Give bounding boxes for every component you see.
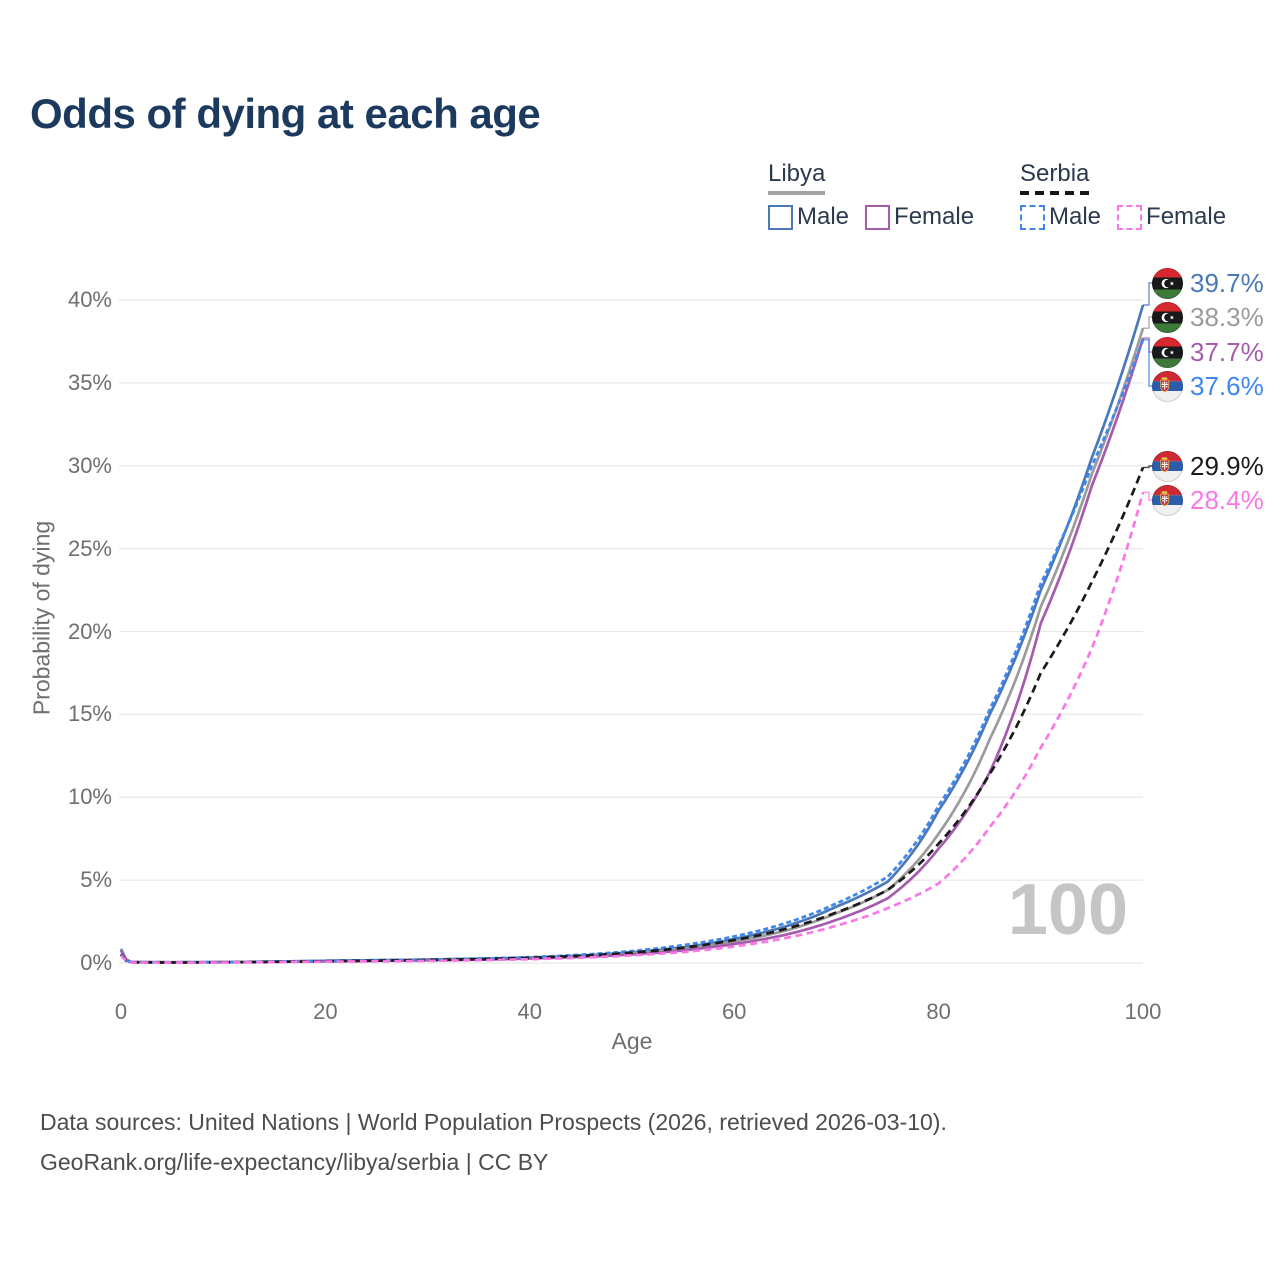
end-label-libya-female: 37.7% (1152, 336, 1264, 368)
footer: Data sources: United Nations | World Pop… (40, 1102, 947, 1182)
legend-country-label: Serbia (1020, 160, 1090, 195)
legend-swatch-serbia-male (1020, 204, 1045, 230)
end-label-serbia-male: 37.6% (1152, 370, 1264, 402)
end-label-value: 37.7% (1190, 336, 1264, 367)
series-line-libya-female[interactable] (119, 337, 1145, 964)
end-label-connector (1143, 491, 1153, 501)
x-axis-title: Age (611, 1028, 653, 1054)
y-tick-label: 10% (67, 784, 112, 810)
x-tick-label: 100 (1124, 999, 1162, 1024)
y-tick-label: 5% (80, 867, 112, 893)
end-label-libya-both: 38.3% (1152, 301, 1264, 333)
end-label-connector (1143, 339, 1153, 387)
footer-attribution: GeoRank.org/life-expectancy/libya/serbia… (40, 1149, 549, 1175)
legend-swatch-libya-female (865, 204, 891, 230)
serbia-flag-icon (1152, 370, 1183, 402)
end-label-libya-male: 39.7% (1152, 267, 1264, 299)
serbia-flag-icon (1152, 484, 1183, 516)
series-line-serbia-female[interactable] (120, 491, 1145, 964)
x-tick-label: 80 (926, 999, 951, 1024)
y-tick-label: 15% (67, 701, 112, 727)
end-label-serbia-female: 28.4% (1152, 484, 1264, 516)
legend-item-serbia-female[interactable]: Female (1117, 203, 1226, 231)
legend-swatch-serbia-female (1117, 204, 1143, 230)
series-line-serbia-male[interactable] (119, 339, 1145, 964)
y-tick-label: 30% (67, 452, 112, 478)
legend-item-libya-female[interactable]: Female (865, 203, 974, 231)
legend-item-label: Male (797, 203, 850, 230)
series-line-libya-male[interactable] (119, 304, 1145, 964)
series-line-libya-both[interactable] (119, 327, 1145, 964)
x-tick-label: 20 (313, 999, 338, 1024)
end-label-value: 29.9% (1190, 450, 1264, 481)
age-watermark: 100 (1007, 870, 1128, 950)
end-label-serbia-both: 29.9% (1152, 450, 1264, 482)
legend-item-libya-male[interactable]: Male (768, 203, 849, 231)
end-label-connector (1143, 316, 1153, 329)
legend-line-style-sample (1020, 191, 1090, 195)
end-label-connector (1143, 282, 1153, 306)
x-tick-label: 40 (517, 999, 543, 1024)
chart-plot[interactable] (0, 0, 1280, 1080)
end-label-value: 37.6% (1190, 370, 1264, 401)
legend-item-serbia-male[interactable]: Male (1020, 203, 1101, 231)
end-label-value: 39.7% (1190, 267, 1264, 298)
legend-item-label: Female (894, 203, 975, 230)
x-tick-label: 0 (114, 999, 128, 1024)
legend-item-label: Male (1049, 203, 1102, 230)
legend-line-style-sample (768, 191, 826, 195)
legend-item-label: Female (1146, 203, 1227, 230)
legend-items-row: Male Female (1020, 203, 1226, 231)
libya-flag-icon (1152, 336, 1183, 368)
y-tick-label: 40% (67, 287, 112, 312)
legend-group-libya: Libya Male Female (768, 160, 974, 231)
legend-items-row: Male Female (768, 203, 974, 231)
footer-data-sources: Data sources: United Nations | World Pop… (40, 1109, 947, 1135)
legend-country-label: Libya (768, 160, 826, 195)
serbia-flag-icon (1152, 450, 1183, 482)
y-tick-label: 20% (67, 618, 112, 644)
libya-flag-icon (1152, 301, 1183, 333)
x-tick-label: 60 (721, 999, 747, 1024)
legend-group-serbia: Serbia Male Female (1020, 160, 1226, 231)
libya-flag-icon (1152, 267, 1183, 299)
end-label-connector (1143, 465, 1153, 469)
page-title: Odds of dying at each age (30, 90, 541, 137)
end-label-value: 28.4% (1190, 484, 1264, 515)
y-tick-label: 0% (80, 950, 112, 975)
end-label-value: 38.3% (1190, 301, 1264, 332)
y-axis-title: Probability of dying (28, 520, 55, 716)
y-tick-label: 25% (67, 535, 112, 561)
legend-swatch-libya-male (768, 204, 793, 230)
y-tick-label: 35% (67, 369, 112, 395)
